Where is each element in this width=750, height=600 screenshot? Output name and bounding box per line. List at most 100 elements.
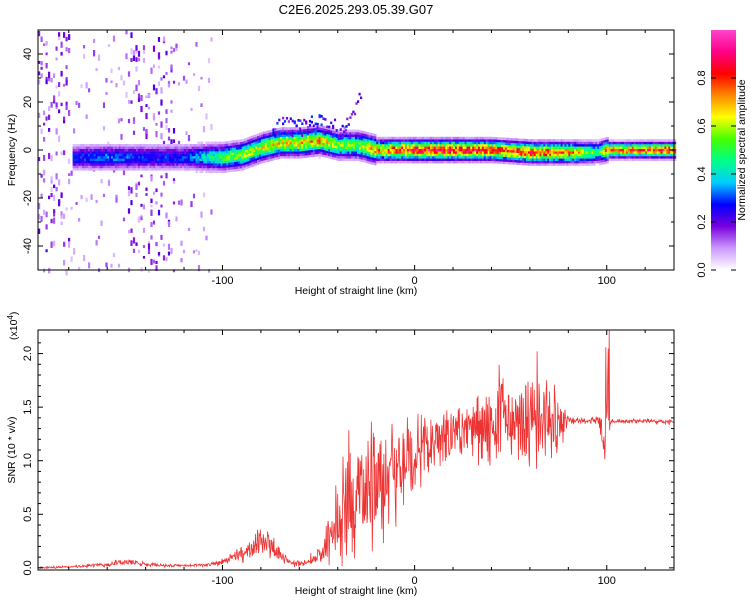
spectrogram-cell [583,158,586,161]
spectrogram-cell [322,147,325,150]
spectrogram-cell [410,156,413,159]
spectrogram-cell [285,156,289,159]
spectrogram-cell [526,151,529,154]
spectrogram-cell [385,146,388,149]
spectrogram-cell [643,158,646,161]
spectrogram-cell [326,153,329,156]
spectrogram-cell [280,141,283,145]
spectrogram-cell [535,158,538,161]
spectrogram-cell [110,68,113,74]
spectrogram-cell [335,138,338,142]
spectrogram-cell [232,166,235,170]
spectrogram-cell [199,170,202,173]
spectrogram-cell [68,237,71,242]
spectrogram-cell [120,148,123,152]
spectrogram-cell [88,165,91,169]
spectrogram-cell [105,158,108,161]
spectrogram-cell [660,148,663,152]
spectrogram-cell [387,156,390,159]
spectrogram-cell [226,153,229,156]
spectrogram-cell [102,102,106,108]
spectrogram-cell [299,141,302,145]
spectrogram-cell [422,158,425,161]
spectrogram-cell [291,151,294,154]
spectrogram-cell [201,153,204,157]
spectrogram-cell [45,79,48,85]
spectrogram-cell [195,158,198,161]
spectrogram-cell [543,141,546,145]
spectrogram-cell [274,147,277,151]
spectrogram-cell [383,148,387,152]
spectrogram-cell [514,162,517,165]
spectrogram-cell [159,144,162,147]
spectrogram-cell [566,156,569,159]
spectrogram-cell [264,155,267,158]
spectrogram-cell [370,161,373,165]
spectrogram-cell [247,161,250,164]
spectrogram-cell [380,148,383,152]
spectrogram-cell [572,144,575,147]
spectrogram-cell [470,141,473,145]
spectrogram-cell [308,128,312,131]
spectrogram-cell [214,144,217,147]
spectrogram-cell [416,146,419,149]
spectrogram-cell [209,158,212,161]
spectrogram-cell [610,144,613,147]
spectrogram-cell [554,141,558,145]
spectrogram-cell [347,148,350,152]
spectrogram-cell [370,152,373,155]
spectrogram-cell [303,126,306,130]
spectrogram-cell [441,146,444,149]
spectrogram-cell [629,148,632,152]
spectrogram-cell [241,148,244,152]
spectrogram-cell [577,163,581,166]
spectrogram-cell [599,157,602,161]
spectrogram-cell [410,146,413,149]
spectrogram-cell [483,136,486,140]
spectrogram-cell [595,153,598,157]
spectrogram-cell [358,149,362,152]
spectrogram-cell [199,148,202,152]
spectrogram-cell [389,160,392,164]
spectrogram-cell [614,148,617,152]
spectrogram-cell [145,165,148,169]
spectrogram-x-tick-label: 100 [598,275,616,287]
spectrogram-cell [214,170,217,173]
spectrogram-cell [330,139,333,143]
spectrogram-cell [572,158,575,161]
spectrogram-cell [670,146,673,149]
spectrogram-cell [560,148,563,152]
spectrogram-cell [420,141,423,145]
spectrogram-cell [585,163,588,166]
spectrogram-cell [516,155,519,158]
spectrogram-cell [524,146,527,149]
spectrogram-cell [666,156,669,159]
spectrogram-cell [195,42,198,47]
spectrogram-cell [422,146,425,149]
spectrogram-cell [107,160,110,164]
spectrogram-cell [472,158,475,161]
spectrogram-cell [466,153,469,157]
spectrogram-cell [276,132,279,135]
spectrogram-cell [122,146,125,149]
spectrogram-cell [478,139,481,142]
spectrogram-cell [602,145,606,148]
spectrogram-cell [249,136,252,139]
spectrogram-cell [474,136,477,140]
spectrogram-cell [364,157,367,161]
spectrogram-cell [114,163,118,166]
spectrogram-cell [72,163,75,166]
spectrogram-cell [207,146,210,149]
spectrogram-cell [89,158,93,161]
spectrogram-cell [207,141,210,145]
spectrogram-cell [139,160,142,164]
spectrogram-cell [203,148,206,152]
spectrogram-cell [132,117,136,122]
spectrogram-cell [107,158,110,161]
spectrogram-cell [276,157,279,160]
spectrogram-cell [522,153,525,156]
spectrogram-cell [316,146,319,150]
spectrogram-cell [93,148,96,152]
spectrogram-cell [453,158,456,161]
spectrogram-cell [641,153,644,157]
